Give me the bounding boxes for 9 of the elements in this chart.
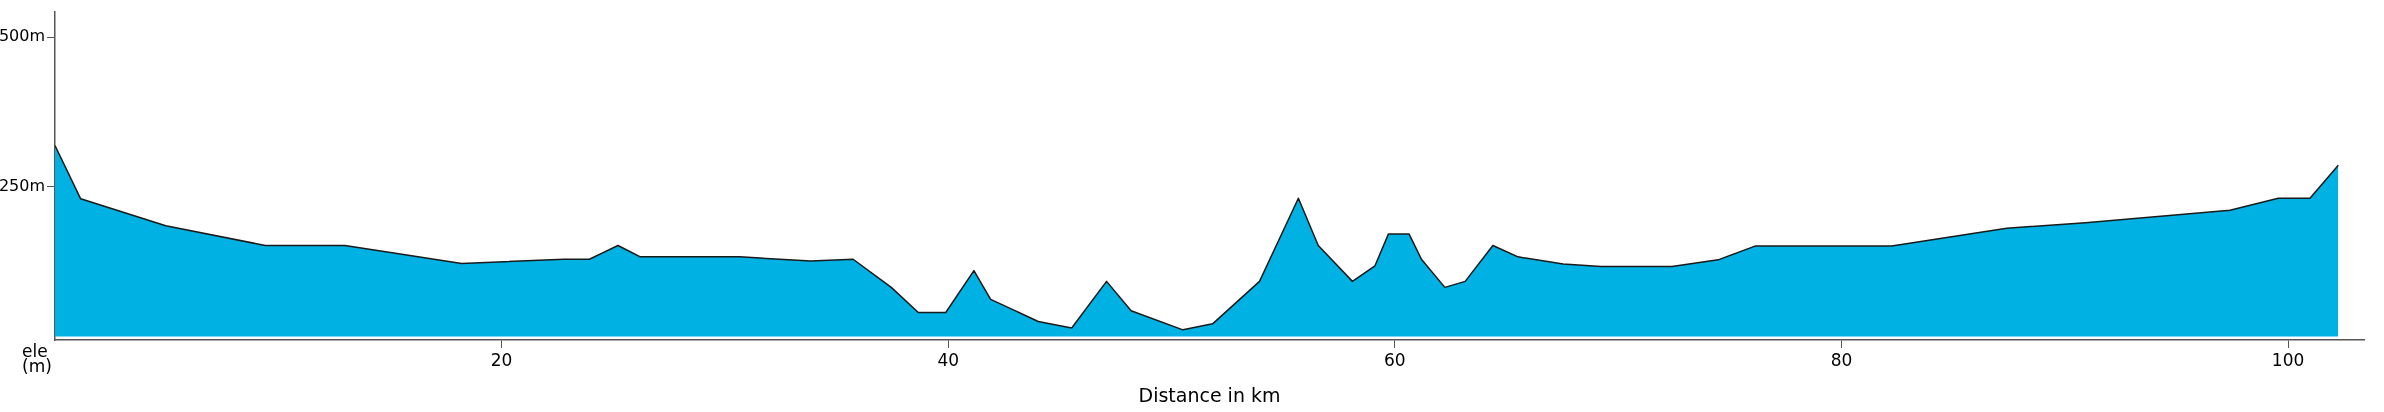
x-tick-label: 40 bbox=[937, 349, 960, 370]
x-axis-title: Distance in km bbox=[1138, 383, 1281, 406]
y-tick-label: 250m bbox=[0, 176, 45, 196]
x-tick-label: 20 bbox=[490, 349, 513, 370]
y-tick-label: 500m bbox=[0, 26, 45, 46]
x-tick-label: 60 bbox=[1384, 349, 1406, 370]
x-tick-label: 80 bbox=[1830, 349, 1853, 370]
x-tick-label: 100 bbox=[2271, 349, 2305, 370]
y-axis-title: ele (m) bbox=[22, 341, 53, 376]
